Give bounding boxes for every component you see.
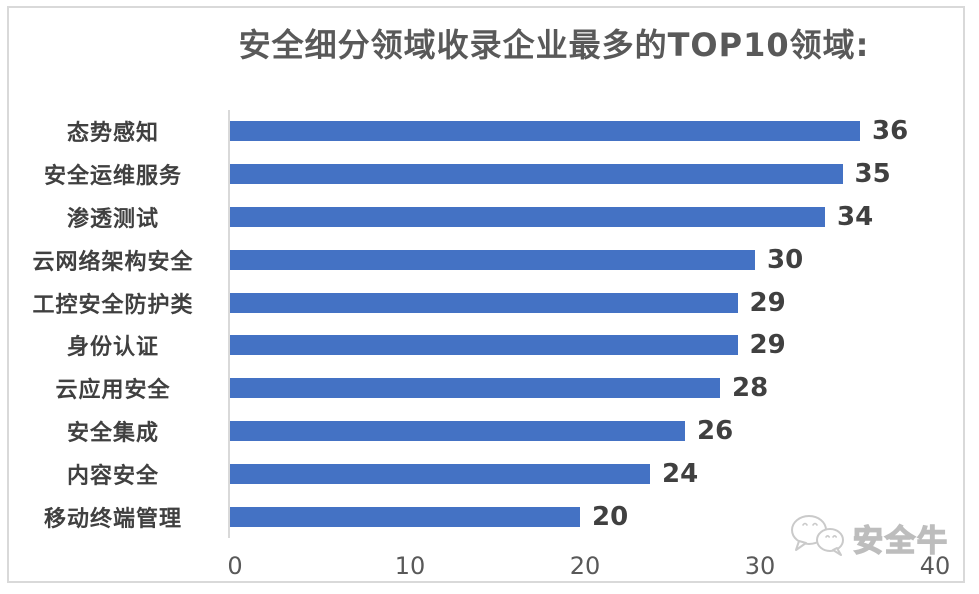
x-tick-label: 10	[394, 552, 426, 580]
bar	[230, 249, 755, 270]
bar-row: 35	[230, 153, 930, 196]
chart-title: 安全细分领域收录企业最多的TOP10领域:	[238, 26, 870, 64]
category-label: 安全集成	[66, 420, 159, 446]
watermark-text: 安全牛	[852, 523, 949, 560]
value-label: 36	[872, 116, 909, 147]
bar	[230, 121, 860, 142]
bar-row: 36	[230, 110, 930, 153]
x-tick-label: 40	[919, 552, 951, 580]
x-tick-label: 20	[569, 552, 601, 580]
value-label: 29	[749, 330, 786, 361]
x-axis: 0 10 20 30 40	[9, 554, 979, 588]
bar	[230, 335, 738, 356]
value-label: 24	[662, 458, 699, 489]
bar-row: 29	[230, 281, 930, 324]
value-label: 26	[697, 415, 734, 446]
value-label: 35	[854, 159, 891, 190]
watermark: 安全牛	[789, 513, 949, 563]
x-tick-label: 0	[227, 552, 243, 580]
wechat-chat-bubbles-icon	[789, 513, 847, 563]
chart-frame: 安全细分领域收录企业最多的TOP10领域: 态势感知安全运维服务 渗透测试云网络架…	[7, 6, 965, 583]
value-label: 20	[592, 501, 629, 532]
value-label: 30	[767, 244, 804, 275]
category-label: 安全运维服务	[43, 164, 182, 190]
category-label: 云应用安全	[55, 378, 171, 404]
bar	[230, 164, 843, 185]
category-label: 工控安全防护类	[32, 292, 194, 318]
bar	[230, 463, 650, 484]
bar	[230, 420, 685, 441]
bar	[230, 378, 720, 399]
bar-row: 29	[230, 324, 930, 367]
bar	[230, 206, 825, 227]
bar-row: 34	[230, 196, 930, 239]
category-axis-labels: 态势感知安全运维服务 渗透测试云网络架构安全 工控安全防护类 身份认证云应用安全安全集…	[14, 110, 226, 538]
bar	[230, 292, 738, 313]
bar-row: 28	[230, 367, 930, 410]
category-label: 云网络架构安全	[32, 249, 194, 275]
bar-row: 20	[230, 495, 930, 538]
category-label: 身份认证	[66, 335, 159, 361]
value-label: 34	[837, 201, 874, 232]
category-label: 态势感知	[66, 121, 159, 147]
plot-area: 36 35 34 30 29 29 28 26 24 20	[228, 110, 930, 538]
category-label: 移动终端管理	[43, 506, 182, 532]
bar-row: 24	[230, 452, 930, 495]
bar-row: 26	[230, 410, 930, 453]
value-label: 29	[749, 287, 786, 318]
bar	[230, 506, 580, 527]
value-label: 28	[732, 373, 769, 404]
category-label: 内容安全	[66, 463, 159, 489]
bar-row: 30	[230, 238, 930, 281]
x-tick-label: 30	[744, 552, 776, 580]
category-label: 渗透测试	[66, 206, 159, 232]
